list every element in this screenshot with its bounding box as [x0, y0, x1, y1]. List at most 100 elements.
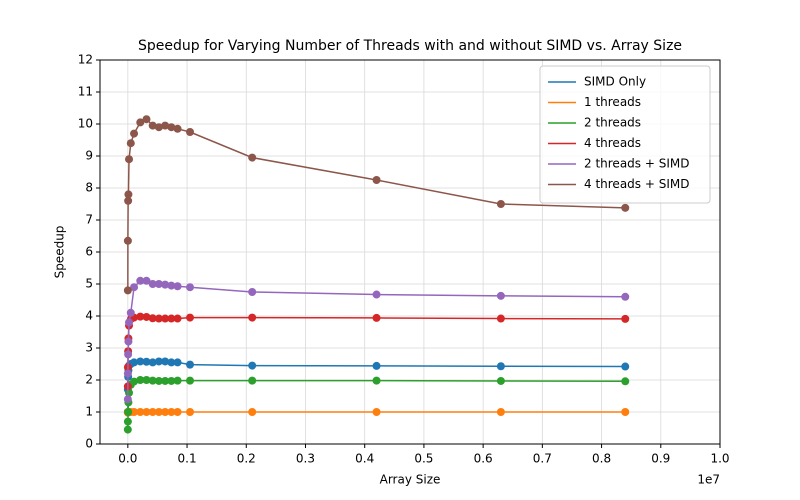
data-point	[130, 283, 139, 292]
x-tick-label: 0.8	[592, 452, 611, 466]
data-point	[142, 408, 151, 416]
x-tick-label: 0.1	[178, 452, 197, 466]
data-point	[148, 314, 157, 323]
data-point	[142, 312, 151, 321]
data-point	[123, 395, 132, 404]
x-offset-label: 1e7	[697, 473, 720, 487]
data-point	[125, 318, 134, 327]
x-tick-label: 0.4	[355, 452, 374, 466]
y-tick-label: 1	[85, 405, 93, 419]
y-tick-label: 11	[78, 85, 93, 99]
data-point	[161, 280, 170, 289]
data-point	[123, 417, 132, 426]
data-point	[186, 376, 195, 385]
data-point	[372, 361, 381, 370]
plot-frame	[99, 59, 721, 445]
data-point	[167, 281, 176, 290]
data-point	[173, 124, 182, 133]
legend-label: 4 threads	[584, 136, 641, 150]
data-point	[161, 314, 170, 323]
data-point	[496, 408, 505, 416]
data-point	[161, 357, 170, 366]
data-point	[136, 408, 145, 416]
data-point	[148, 121, 157, 130]
data-point	[161, 376, 170, 385]
data-point	[136, 276, 145, 285]
data-point	[148, 280, 157, 288]
data-point	[248, 288, 257, 296]
series-line	[127, 379, 626, 430]
y-tick-label: 12	[78, 53, 93, 67]
data-point	[621, 292, 630, 301]
legend-label: 2 threads + SIMD	[584, 157, 689, 171]
x-tick-label: 0.7	[533, 452, 552, 466]
data-point	[161, 408, 170, 416]
data-point	[142, 357, 151, 366]
data-point	[142, 115, 151, 124]
data-point	[126, 308, 135, 317]
data-point	[136, 357, 145, 366]
data-point	[148, 358, 157, 367]
legend-box	[539, 65, 711, 204]
y-tick-label: 5	[85, 277, 93, 291]
data-point	[125, 155, 134, 164]
data-point	[126, 139, 135, 148]
data-point	[124, 337, 133, 346]
data-point	[372, 313, 381, 322]
data-point	[123, 236, 132, 245]
data-point	[125, 388, 134, 397]
data-point	[161, 121, 170, 130]
legend-label: 2 threads	[584, 116, 641, 130]
data-point	[154, 314, 163, 323]
y-tick-label: 0	[85, 437, 93, 451]
data-point	[496, 362, 505, 371]
data-point	[186, 283, 195, 292]
data-point	[372, 176, 381, 184]
x-tick-label: 0.9	[651, 452, 670, 466]
data-point	[154, 357, 163, 366]
data-point	[248, 361, 257, 370]
data-point	[186, 313, 195, 322]
data-point	[248, 376, 257, 385]
data-point	[173, 376, 182, 385]
y-tick-label: 8	[85, 181, 93, 195]
data-point	[142, 376, 151, 384]
data-point	[130, 358, 139, 367]
data-point	[167, 123, 176, 132]
data-point	[372, 376, 381, 385]
data-point	[621, 362, 630, 371]
data-point	[123, 369, 132, 378]
data-point	[186, 360, 195, 369]
data-point	[248, 408, 257, 416]
y-tick-label: 6	[85, 245, 93, 259]
x-tick-label: 0.0	[118, 452, 137, 466]
data-point	[130, 129, 139, 138]
data-point	[142, 276, 151, 285]
data-point	[372, 290, 381, 299]
data-point	[124, 196, 133, 205]
data-point	[124, 350, 133, 359]
data-point	[123, 425, 132, 434]
data-point	[621, 314, 630, 323]
x-tick-label: 0.3	[296, 452, 315, 466]
data-point	[248, 313, 257, 322]
data-point	[248, 153, 257, 162]
data-point	[167, 408, 176, 416]
x-axis-label: Array Size	[380, 473, 441, 487]
data-point	[136, 312, 145, 321]
data-point	[148, 376, 157, 385]
y-tick-label: 3	[85, 341, 93, 355]
data-point	[136, 376, 145, 384]
legend-label: 1 threads	[584, 95, 641, 109]
data-point	[496, 291, 505, 300]
data-point	[621, 408, 630, 416]
data-point	[372, 408, 381, 416]
x-tick-label: 0.5	[414, 452, 433, 466]
data-point	[124, 190, 133, 199]
y-tick-label: 7	[85, 213, 93, 227]
data-point	[154, 376, 163, 385]
data-point	[123, 286, 132, 295]
data-point	[173, 408, 182, 416]
data-point	[621, 203, 630, 212]
